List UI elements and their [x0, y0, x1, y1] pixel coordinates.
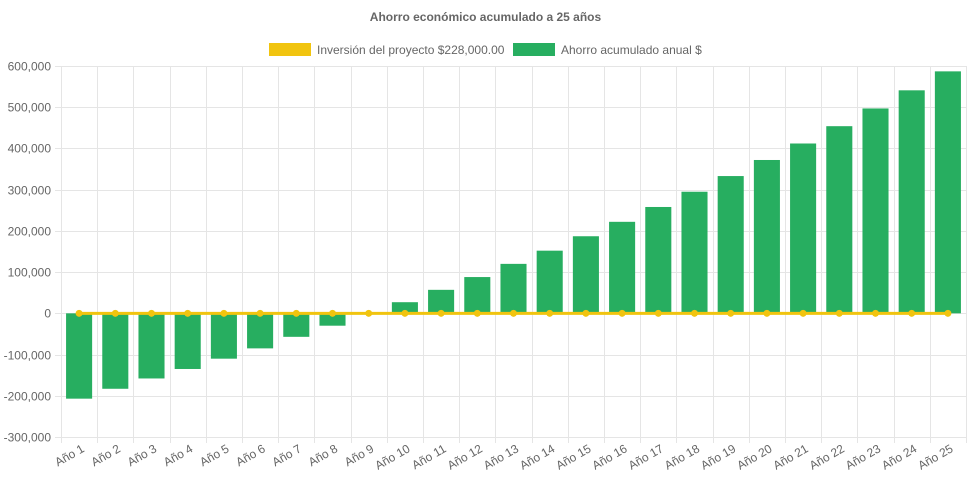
savings-bar[interactable] [391, 302, 418, 314]
savings-bar[interactable] [572, 236, 599, 314]
investment-point[interactable] [184, 309, 192, 317]
investment-point[interactable] [510, 309, 517, 317]
investment-line [75, 309, 952, 317]
y-tick-label: -300,000 [4, 431, 52, 445]
investment-point[interactable] [908, 309, 916, 317]
x-tick-label: Año 22 [807, 441, 847, 472]
x-tick-label: Año 1 [52, 441, 86, 469]
y-tick-label: 600,000 [8, 60, 52, 74]
investment-point[interactable] [437, 309, 445, 317]
x-tick-label: Año 12 [445, 441, 485, 472]
legend-swatch-savings [513, 43, 555, 56]
investment-point[interactable] [148, 309, 155, 317]
savings-bar[interactable] [283, 313, 310, 337]
x-tick-label: Año 25 [915, 441, 955, 472]
x-tick-label: Año 15 [553, 441, 593, 472]
investment-point[interactable] [111, 309, 119, 317]
savings-bar[interactable] [319, 313, 346, 326]
savings-bar[interactable] [826, 126, 853, 314]
y-tick-label: -100,000 [4, 349, 52, 363]
savings-bar[interactable] [862, 108, 889, 314]
x-tick-label: Año 9 [342, 441, 376, 469]
x-tick-label: Año 24 [879, 441, 919, 472]
investment-point[interactable] [944, 309, 952, 317]
savings-bar[interactable] [500, 263, 527, 314]
y-tick-label: 100,000 [8, 266, 52, 280]
y-axis-tick-labels: -300,000 -200,000 -100,000 0 100,000 200,000 3… [4, 60, 52, 445]
x-tick-label: Año 14 [517, 441, 557, 472]
investment-point[interactable] [727, 309, 735, 317]
investment-point[interactable] [582, 309, 590, 317]
investment-point[interactable] [292, 309, 300, 317]
savings-bar[interactable] [536, 250, 563, 314]
savings-bar[interactable] [66, 313, 93, 399]
legend-swatch-investment [269, 43, 311, 56]
savings-bar[interactable] [645, 206, 672, 314]
investment-point[interactable] [654, 309, 662, 317]
x-tick-label: Año 4 [161, 441, 195, 469]
investment-point[interactable] [365, 309, 373, 317]
y-tick-label: 400,000 [8, 142, 52, 156]
investment-point[interactable] [256, 309, 264, 317]
savings-bar[interactable] [102, 313, 129, 389]
legend-item-savings[interactable]: Ahorro acumulado anual $ [513, 43, 702, 57]
savings-bars [66, 71, 961, 399]
investment-point[interactable] [220, 309, 228, 317]
x-tick-label: Año 21 [771, 441, 811, 472]
investment-point[interactable] [763, 309, 771, 317]
savings-bar[interactable] [464, 277, 491, 314]
x-tick-label: Año 5 [197, 441, 231, 469]
x-tick-label: Año 8 [306, 441, 340, 469]
x-tick-label: Año 7 [270, 441, 304, 469]
savings-bar[interactable] [210, 313, 237, 359]
savings-bar[interactable] [609, 221, 636, 314]
legend: Inversión del proyecto $228,000.00 Ahorr… [269, 43, 702, 57]
x-tick-label: Año 13 [481, 441, 521, 472]
x-axis-tick-labels: Año 1 Año 2 Año 3 Año 4 Año 5 Año 6 Año 7 Año 8… [52, 441, 955, 472]
investment-point[interactable] [75, 309, 83, 317]
chart-title: Ahorro económico acumulado a 25 años [370, 10, 602, 24]
investment-point[interactable] [799, 309, 807, 317]
x-tick-label: Año 16 [590, 441, 630, 472]
x-tick-label: Año 17 [626, 441, 666, 472]
x-tick-label: Año 10 [372, 441, 412, 472]
y-tick-label: 300,000 [8, 184, 52, 198]
x-tick-label: Año 20 [734, 441, 774, 472]
investment-point[interactable] [473, 309, 481, 317]
investment-point[interactable] [618, 309, 626, 317]
x-tick-label: Año 19 [698, 441, 738, 472]
vertical-gridlines [61, 66, 967, 443]
savings-bar[interactable] [247, 313, 274, 349]
investment-point[interactable] [329, 309, 336, 317]
savings-bar[interactable] [790, 143, 817, 314]
y-tick-label: 500,000 [8, 101, 52, 115]
savings-bar[interactable] [934, 71, 961, 314]
y-tick-label: -200,000 [4, 390, 52, 404]
investment-point[interactable] [872, 309, 879, 317]
x-tick-label: Año 2 [89, 441, 123, 469]
savings-bar[interactable] [681, 191, 708, 314]
y-tick-label: 200,000 [8, 225, 52, 239]
savings-bar[interactable] [138, 313, 165, 379]
investment-point[interactable] [835, 309, 843, 317]
legend-label-savings: Ahorro acumulado anual $ [561, 43, 702, 57]
savings-bar[interactable] [898, 90, 925, 314]
legend-item-investment[interactable]: Inversión del proyecto $228,000.00 [269, 43, 505, 57]
investment-point[interactable] [691, 309, 698, 317]
investment-point[interactable] [546, 309, 554, 317]
x-tick-label: Año 3 [125, 441, 159, 469]
legend-label-investment: Inversión del proyecto $228,000.00 [317, 43, 505, 57]
x-tick-label: Año 23 [843, 441, 883, 472]
x-tick-label: Año 18 [662, 441, 702, 472]
savings-bar[interactable] [717, 176, 744, 314]
investment-point[interactable] [401, 309, 409, 317]
y-tick-label: 0 [44, 307, 51, 321]
x-tick-label: Año 6 [233, 441, 267, 469]
savings-bar[interactable] [428, 289, 455, 314]
savings-bar[interactable] [174, 313, 201, 369]
savings-bar[interactable] [753, 159, 780, 314]
x-tick-label: Año 11 [409, 441, 448, 472]
